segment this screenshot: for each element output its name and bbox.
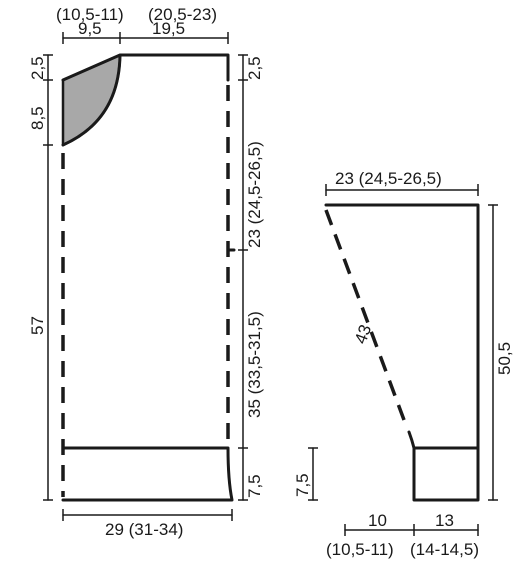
right-top-h: 2,5	[245, 56, 264, 80]
sleeve-bottom-left-size: (10,5-11)	[326, 540, 394, 559]
sleeve-bottom-right-size: (14-14,5)	[410, 540, 479, 559]
schematic-diagram: (10,5-11) (20,5-23) 9,5 19,5 2,5 23 (24,…	[0, 0, 522, 580]
left-top-h: 2,5	[28, 56, 47, 80]
right-body-h: 35 (33,5-31,5)	[245, 311, 264, 418]
sleeve-top-w: 23 (24,5-26,5)	[335, 169, 442, 188]
sleeve-bottom-right-w: 13	[435, 511, 454, 530]
right-hem-h: 7,5	[245, 474, 264, 498]
sleeve-left-h: 43	[351, 322, 375, 346]
sleeve-dash	[326, 210, 407, 428]
right-armhole-h: 23 (24,5-26,5)	[245, 141, 264, 248]
left-total-h: 57	[28, 316, 47, 335]
body-bottom-w: 29 (31-34)	[105, 520, 183, 539]
sleeve-hem-h: 7,5	[293, 473, 312, 497]
left-neck-h: 8,5	[28, 106, 47, 130]
sleeve-bottom-left-w: 10	[368, 511, 387, 530]
shoulder-right-w: 19,5	[152, 19, 185, 38]
sleeve-outline	[326, 205, 478, 500]
sleeve-right-h: 50,5	[495, 342, 514, 375]
shoulder-left-w: 9,5	[78, 19, 102, 38]
